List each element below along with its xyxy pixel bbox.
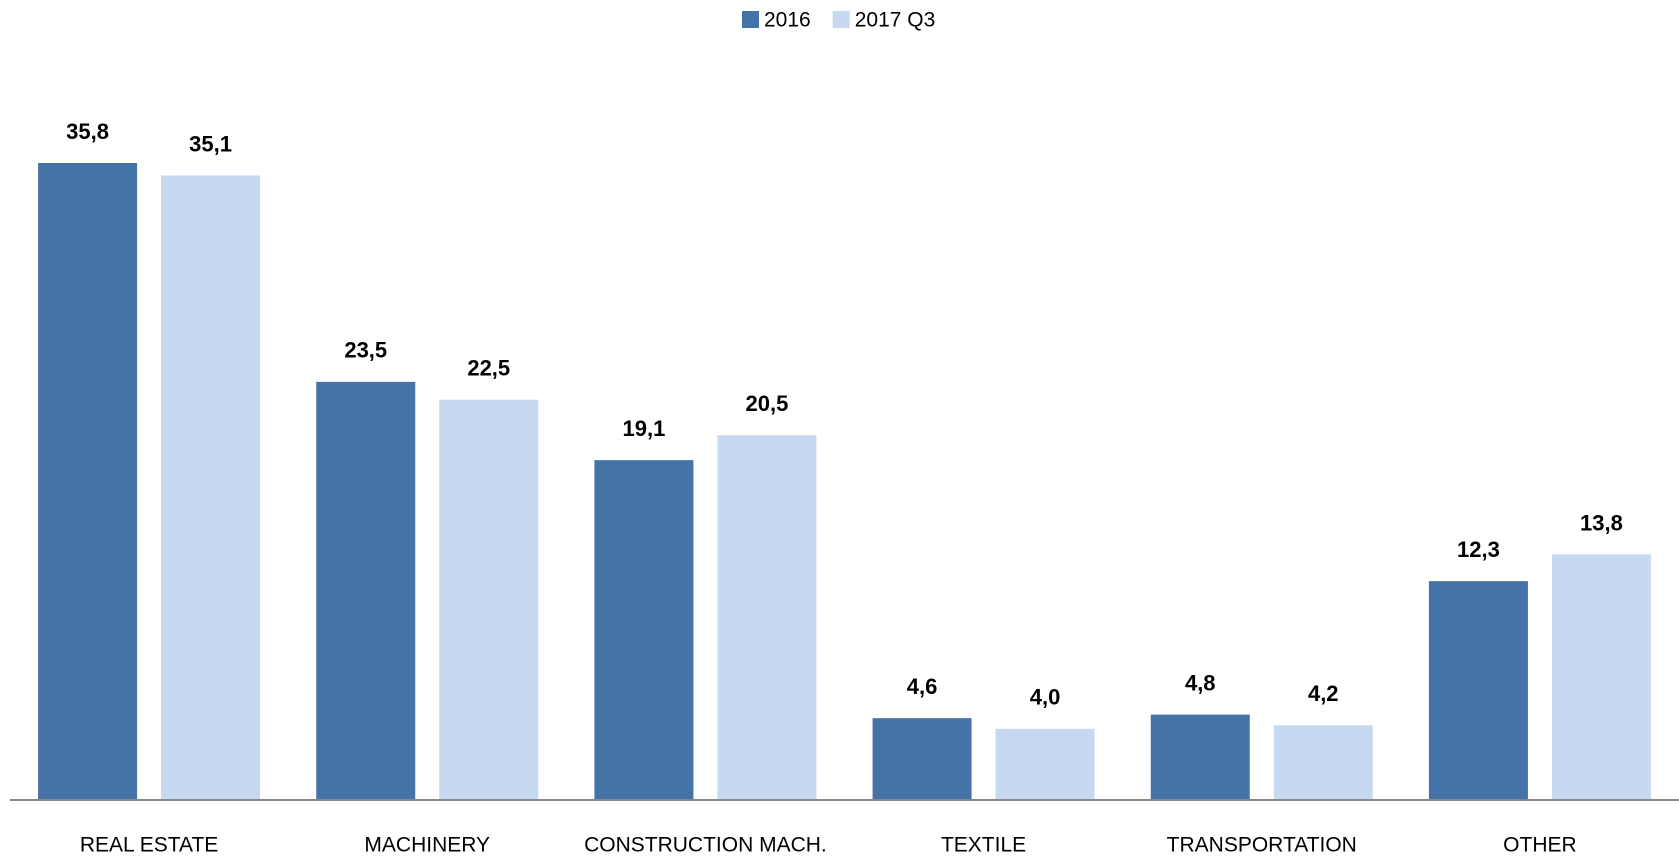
- value-label: 20,5: [746, 391, 789, 416]
- x-tick-label: TEXTILE: [941, 834, 1026, 857]
- value-label: 35,1: [189, 131, 232, 156]
- bar: [1428, 581, 1528, 800]
- bar: [1551, 554, 1651, 800]
- legend-swatch: [742, 11, 759, 28]
- x-tick-label: TRANSPORTATION: [1167, 834, 1357, 857]
- bar: [439, 399, 539, 800]
- value-label: 35,8: [66, 119, 109, 144]
- value-label: 23,5: [344, 338, 387, 363]
- value-label: 12,3: [1457, 537, 1500, 562]
- bar: [316, 381, 416, 800]
- x-tick-label: OTHER: [1503, 834, 1577, 857]
- bar: [717, 435, 817, 800]
- x-tick-label: REAL ESTATE: [80, 834, 218, 857]
- bar: [872, 718, 972, 800]
- value-label: 19,1: [623, 416, 666, 441]
- bar: [161, 175, 261, 800]
- x-tick-label: CONSTRUCTION MACH.: [584, 834, 827, 857]
- bar: [1273, 725, 1373, 800]
- bar: [1150, 714, 1250, 800]
- legend-label: 2017 Q3: [855, 9, 936, 32]
- value-label: 4,6: [907, 674, 938, 699]
- value-label: 13,8: [1580, 510, 1623, 535]
- bar: [38, 163, 138, 800]
- legend-label: 2016: [764, 9, 811, 32]
- bar: [594, 460, 694, 800]
- value-label: 4,0: [1030, 685, 1061, 710]
- value-label: 22,5: [467, 355, 510, 380]
- value-label: 4,2: [1308, 681, 1339, 706]
- value-label: 4,8: [1185, 670, 1216, 695]
- bar: [995, 728, 1095, 800]
- x-tick-label: MACHINERY: [364, 834, 490, 857]
- legend-swatch: [832, 11, 850, 28]
